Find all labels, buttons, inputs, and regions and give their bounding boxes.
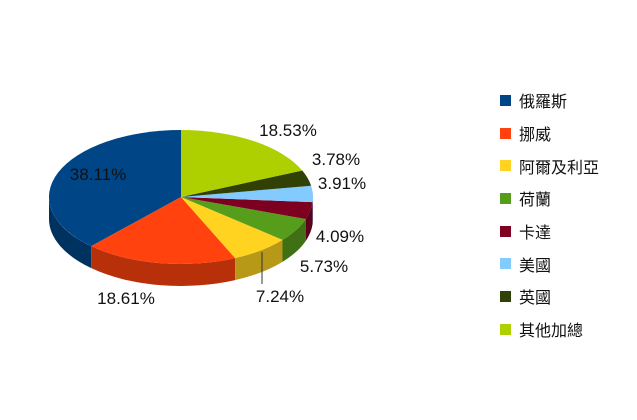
legend-swatch [500, 94, 511, 106]
pie-side-阿爾及利亞 [235, 239, 283, 281]
legend-label: 美國 [519, 255, 552, 275]
pie-value-label-其他加總: 18.53% [259, 121, 317, 140]
legend-swatch [500, 127, 511, 139]
legend-swatch [500, 258, 511, 270]
pie-side-挪威 [91, 246, 236, 286]
legend-label: 阿爾及利亞 [519, 157, 600, 177]
pie-value-label-英國: 3.78% [312, 150, 360, 169]
legend-label: 挪威 [519, 125, 552, 145]
pie-slice-俄羅斯 [48, 130, 181, 247]
pie-slice-荷蘭 [181, 197, 306, 240]
pie-value-label-卡達: 4.09% [316, 227, 364, 246]
legend-label: 荷蘭 [519, 190, 552, 210]
pie-slice-其他加總 [181, 130, 303, 197]
legend-item: 挪威 [500, 117, 599, 150]
pie-value-label-挪威: 18.61% [97, 289, 155, 308]
pie-value-labels: 38.11% 18.61% 7.24% 5.73% 4.09% 3.91% 3.78% 18.… [70, 121, 366, 308]
legend-swatch [500, 160, 511, 172]
legend-item: 其他加總 [500, 313, 599, 346]
legend-label: 俄羅斯 [519, 92, 568, 112]
pie-value-label-俄羅斯: 38.11% [70, 165, 126, 184]
pie-side-卡達 [305, 202, 313, 241]
pie-slice-卡達 [181, 197, 313, 219]
legend-item: 英國 [500, 280, 599, 313]
legend-label: 卡達 [519, 223, 552, 243]
legend-swatch [500, 290, 511, 302]
legend-item: 俄羅斯 [500, 84, 599, 117]
pie-side-walls [49, 197, 313, 286]
legend-swatch [500, 225, 511, 237]
legend-swatch [500, 192, 511, 204]
pie-slice-英國 [181, 170, 312, 197]
pie-side-荷蘭 [282, 218, 306, 262]
pie-value-label-阿爾及利亞: 7.24% [256, 287, 304, 306]
legend-label: 英國 [519, 288, 552, 308]
legend-item: 荷蘭 [500, 182, 599, 215]
pie-slice-挪威 [91, 197, 236, 264]
pie-slice-阿爾及利亞 [181, 197, 283, 259]
legend-item: 美國 [500, 247, 599, 280]
pie-top-slices [48, 130, 313, 264]
legend-label: 其他加總 [519, 321, 584, 341]
pie-value-label-荷蘭: 5.73% [300, 257, 348, 276]
legend-item: 卡達 [500, 215, 599, 248]
chart-legend: 俄羅斯挪威阿爾及利亞荷蘭卡達美國英國其他加總 [500, 84, 599, 346]
legend-swatch [500, 323, 511, 335]
legend-item: 阿爾及利亞 [500, 149, 599, 182]
pie-slice-美國 [181, 185, 313, 203]
pie-side-俄羅斯 [49, 197, 92, 269]
pie-value-label-美國: 3.91% [318, 174, 366, 193]
